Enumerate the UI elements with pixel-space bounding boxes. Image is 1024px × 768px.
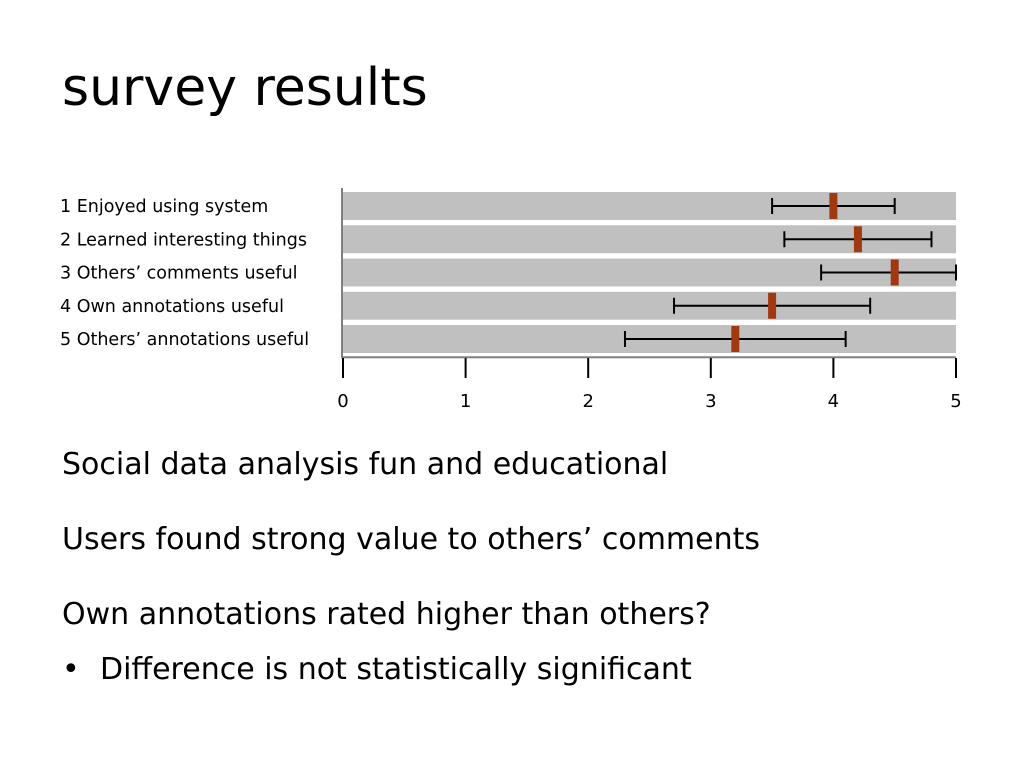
point-fun-educational: Social data analysis fun and educational — [62, 447, 669, 482]
x-tick-label-5: 5 — [950, 391, 961, 412]
bullet-list: Social data analysis fun and educational… — [62, 446, 982, 689]
mean-marker-3 — [890, 259, 899, 286]
point-others-comments: Users found strong value to others’ comm… — [62, 522, 760, 557]
category-label-2: 2 Learned interesting things — [60, 230, 307, 250]
sub-bullet-text: Difference is not statistically signific… — [100, 652, 692, 687]
x-tick-label-3: 3 — [705, 391, 716, 412]
x-tick-label-2: 2 — [582, 391, 593, 412]
x-tick-label-0: 0 — [337, 391, 348, 412]
mean-marker-5 — [731, 326, 740, 352]
mean-marker-2 — [853, 226, 862, 253]
category-label-4: 4 Own annotations useful — [60, 297, 284, 317]
category-label-3: 3 Others’ comments useful — [60, 264, 298, 284]
x-tick-label-4: 4 — [828, 391, 839, 412]
mean-marker-1 — [829, 193, 838, 219]
category-label-5: 5 Others’ annotations useful — [60, 330, 309, 350]
point-own-annotations: Own annotations rated higher than others… — [62, 597, 711, 632]
slide-title: survey results — [62, 58, 428, 118]
bullet-dot: • — [62, 652, 80, 687]
survey-bar-chart: 1 Enjoyed using system 2 Learned interest… — [60, 188, 962, 412]
x-tick-label-1: 1 — [460, 391, 471, 412]
mean-marker-4 — [768, 292, 777, 319]
category-label-1: 1 Enjoyed using system — [60, 197, 268, 217]
sub-bullet-item: • Difference is not statistically signifi… — [62, 651, 982, 689]
